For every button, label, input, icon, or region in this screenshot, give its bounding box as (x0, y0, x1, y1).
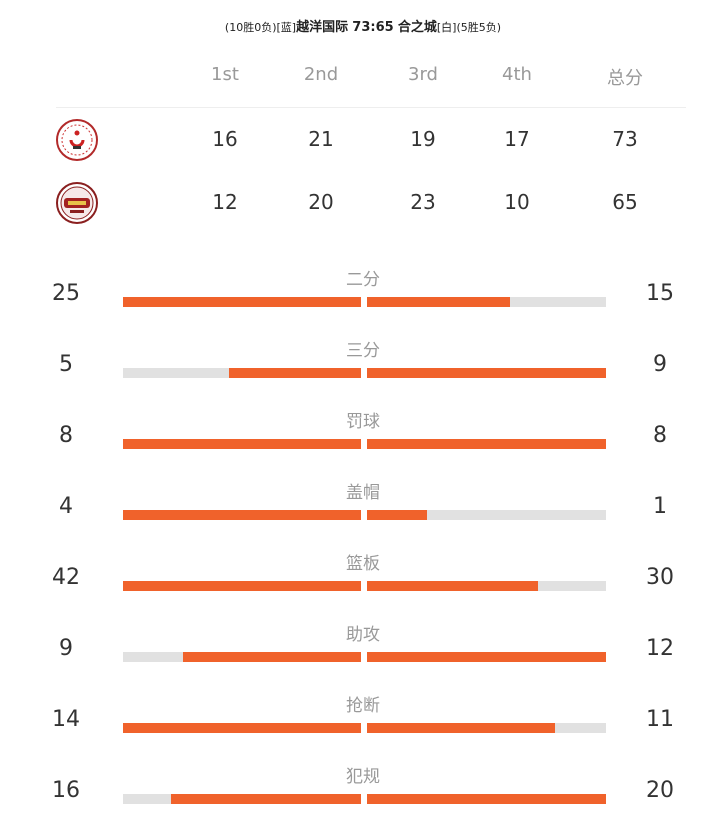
stat-away-bar-fill (367, 510, 427, 520)
stat-away-bar-fill (367, 297, 511, 307)
stat-away-bar (367, 439, 606, 449)
stat-away-bar (367, 723, 606, 733)
stat-home-bar (123, 794, 361, 804)
stat-away-bar-fill (367, 794, 606, 804)
stat-away-bar-fill (367, 368, 606, 378)
stat-home-value: 25 (52, 281, 80, 306)
stat-home-bar (123, 652, 361, 662)
home-q1-score: 16 (212, 127, 238, 151)
stat-away-bar (367, 297, 606, 307)
stat-label: 篮板 (346, 554, 380, 574)
stat-home-bar-fill (123, 581, 361, 591)
home-record: (10胜0负) (224, 21, 277, 34)
away-record: (5胜5负) (456, 21, 502, 34)
stat-home-bar (123, 297, 361, 307)
home-q4-score: 17 (504, 127, 530, 151)
stat-home-bar-fill (123, 510, 361, 520)
final-score: 73:65 (352, 20, 394, 35)
away-team-row: 12 20 23 10 65 (56, 176, 686, 232)
stat-home-bar (123, 510, 361, 520)
stat-label: 犯规 (346, 767, 380, 787)
stat-home-value: 9 (59, 636, 73, 661)
stat-row-free-throws: 罚球 8 8 (0, 407, 726, 467)
quarter-3-label: 3rd (408, 64, 438, 85)
home-q3-score: 19 (410, 127, 436, 151)
stat-away-bar-fill (367, 581, 538, 591)
stat-away-value: 8 (653, 423, 667, 448)
stat-label: 助攻 (346, 625, 380, 645)
stat-home-value: 4 (59, 494, 73, 519)
stat-home-bar (123, 723, 361, 733)
stat-home-bar-fill (182, 652, 361, 662)
stat-away-bar (367, 581, 606, 591)
stat-row-fouls: 犯规 16 20 (0, 762, 726, 822)
away-q3-score: 23 (410, 190, 436, 214)
quarter-4-label: 4th (502, 64, 532, 85)
away-total-score: 65 (612, 190, 638, 214)
stat-row-two-pointers: 二分 25 15 (0, 265, 726, 325)
stat-away-value: 1 (653, 494, 667, 519)
stat-away-bar-fill (367, 652, 606, 662)
away-team-name: 合之城 (397, 20, 437, 35)
stat-label: 抢断 (346, 696, 380, 716)
home-color: [蓝] (276, 21, 297, 34)
stat-home-value: 16 (52, 778, 80, 803)
home-total-score: 73 (612, 127, 638, 151)
stat-label: 盖帽 (346, 483, 380, 503)
stat-away-bar-fill (367, 439, 606, 449)
stat-home-bar-fill (123, 297, 361, 307)
stat-row-rebounds: 篮板 42 30 (0, 549, 726, 609)
stat-home-value: 14 (52, 707, 80, 732)
away-q4-score: 10 (504, 190, 530, 214)
stat-home-bar-fill (123, 723, 361, 733)
stat-home-bar-fill (170, 794, 361, 804)
stat-away-bar (367, 510, 606, 520)
home-team-name: 越洋国际 (296, 20, 349, 35)
quarter-1-label: 1st (211, 64, 239, 85)
stat-home-bar-fill (228, 368, 361, 378)
stat-home-bar-fill (123, 439, 361, 449)
stat-away-bar (367, 652, 606, 662)
stat-home-bar (123, 439, 361, 449)
game-title: (10胜0负)[蓝]越洋国际 73:65 合之城[白](5胜5负) (0, 16, 726, 35)
away-q2-score: 20 (308, 190, 334, 214)
stat-home-bar (123, 368, 361, 378)
quarter-2-label: 2nd (303, 64, 339, 85)
away-color: [白] (436, 21, 457, 34)
stat-row-three-pointers: 三分 5 9 (0, 336, 726, 396)
stat-label: 三分 (346, 341, 380, 361)
divider (56, 107, 686, 108)
home-team-row: 16 21 19 17 73 (56, 113, 686, 169)
stat-away-value: 9 (653, 352, 667, 377)
stat-home-value: 5 (59, 352, 73, 377)
away-q1-score: 12 (212, 190, 238, 214)
stat-row-assists: 助攻 9 12 (0, 620, 726, 680)
stat-away-value: 11 (646, 707, 674, 732)
stat-away-value: 20 (646, 778, 674, 803)
stat-row-steals: 抢断 14 11 (0, 691, 726, 751)
team-logo-hezhicheng-icon (56, 182, 98, 224)
team-logo-yueyang-icon (56, 119, 98, 161)
stat-away-bar (367, 368, 606, 378)
stat-home-bar (123, 581, 361, 591)
stat-away-bar (367, 794, 606, 804)
stat-label: 二分 (346, 270, 380, 290)
stat-away-value: 30 (646, 565, 674, 590)
stat-away-bar-fill (367, 723, 555, 733)
stat-row-blocks: 盖帽 4 1 (0, 478, 726, 538)
total-label: 总分 (607, 68, 643, 89)
stat-home-value: 8 (59, 423, 73, 448)
stat-away-value: 15 (646, 281, 674, 306)
home-q2-score: 21 (308, 127, 334, 151)
quarter-header: 1st 2nd 3rd 4th 总分 (0, 64, 726, 90)
stat-home-value: 42 (52, 565, 80, 590)
stat-away-value: 12 (646, 636, 674, 661)
stat-label: 罚球 (346, 412, 380, 432)
